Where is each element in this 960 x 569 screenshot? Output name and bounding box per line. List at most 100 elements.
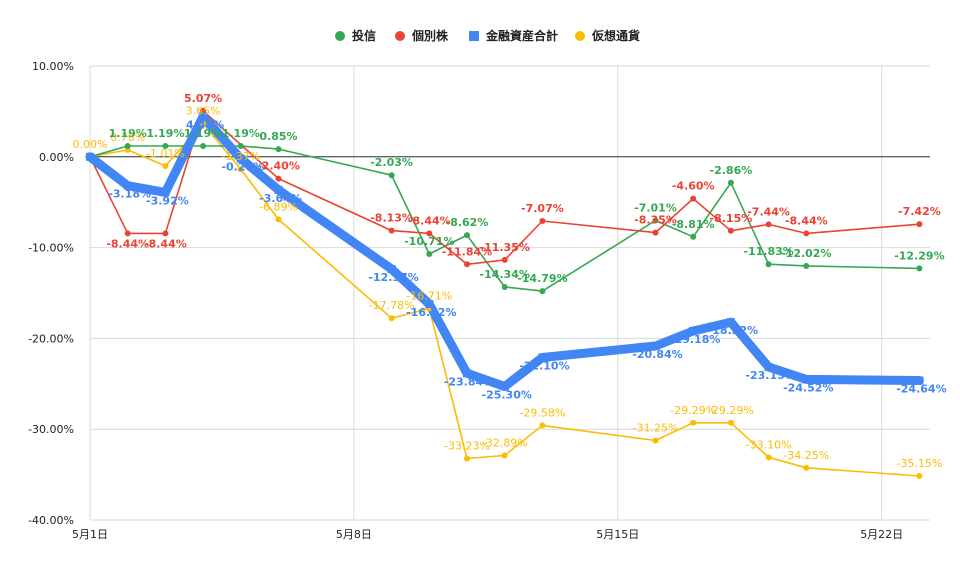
data-label: -19.18% [670, 333, 720, 346]
data-point[interactable] [727, 419, 734, 426]
data-label: -7.44% [747, 205, 790, 218]
data-point[interactable] [275, 216, 282, 223]
data-point[interactable] [539, 422, 546, 429]
data-label: 1.19% [146, 127, 184, 140]
data-point[interactable] [124, 230, 131, 237]
legend-item[interactable]: 金融資産合計 [469, 28, 558, 43]
data-label: -3.18% [108, 188, 151, 201]
x-tick-label: 5月1日 [72, 528, 108, 541]
data-point[interactable] [86, 152, 94, 161]
data-point[interactable] [236, 154, 245, 163]
data-point[interactable] [802, 375, 811, 384]
data-label: -25.30% [482, 389, 532, 402]
y-tick-label: 10.00% [32, 60, 74, 73]
data-point[interactable] [652, 217, 659, 224]
data-label: -23.15% [745, 369, 795, 382]
data-point[interactable] [765, 261, 772, 268]
legend-label: 個別株 [411, 28, 449, 43]
data-point[interactable] [388, 227, 395, 234]
data-point[interactable] [689, 326, 698, 335]
data-point[interactable] [501, 256, 508, 263]
data-label: -7.01% [634, 201, 677, 214]
data-point[interactable] [690, 419, 697, 426]
data-point[interactable] [803, 464, 810, 471]
data-point[interactable] [200, 120, 207, 127]
data-point[interactable] [652, 437, 659, 444]
legend-label: 仮想通貨 [591, 28, 640, 43]
data-label: -17.78% [369, 299, 415, 312]
data-point[interactable] [162, 142, 169, 149]
data-label: 1.19% [184, 127, 222, 140]
data-point[interactable] [727, 179, 734, 186]
data-point[interactable] [803, 262, 810, 269]
data-point[interactable] [690, 195, 697, 202]
data-point[interactable] [501, 452, 508, 459]
data-point[interactable] [237, 142, 244, 149]
data-label: -7.07% [521, 202, 564, 215]
data-point[interactable] [162, 230, 169, 237]
data-label: -8.44% [785, 214, 828, 227]
legend-item[interactable]: 投信 [335, 28, 376, 43]
legend[interactable]: 投信 個別株 金融資産合計 仮想通貨 [335, 28, 640, 43]
data-point[interactable] [727, 227, 734, 234]
data-point[interactable] [651, 342, 660, 351]
data-point[interactable] [162, 162, 169, 169]
data-label: 3.65% [186, 105, 221, 118]
data-point[interactable] [501, 284, 508, 291]
data-label: -24.52% [783, 381, 833, 394]
data-point[interactable] [199, 112, 208, 121]
legend-item[interactable]: 仮想通貨 [575, 28, 640, 43]
data-label: -8.81% [672, 218, 715, 231]
x-tick-label: 5月8日 [336, 528, 372, 541]
data-label: -7.42% [898, 205, 941, 218]
data-point[interactable] [464, 232, 470, 239]
data-point[interactable] [200, 107, 207, 114]
data-point[interactable] [275, 146, 282, 153]
series-line-1[interactable] [89, 110, 921, 266]
data-point[interactable] [463, 369, 471, 378]
data-point[interactable] [500, 382, 509, 391]
data-point[interactable] [388, 172, 395, 179]
data-point[interactable] [464, 261, 470, 268]
y-tick-label: -10.00% [28, 242, 74, 255]
data-label: -31.25% [633, 422, 679, 435]
data-point[interactable] [539, 288, 546, 295]
data-point[interactable] [803, 230, 810, 237]
data-point[interactable] [274, 185, 283, 194]
data-point[interactable] [426, 251, 433, 258]
data-point[interactable] [200, 142, 207, 149]
data-point[interactable] [652, 229, 659, 236]
data-label: -2.40% [257, 160, 300, 173]
data-point[interactable] [765, 221, 772, 228]
data-point[interactable] [124, 142, 131, 149]
data-point[interactable] [161, 188, 170, 197]
data-point[interactable] [916, 265, 923, 272]
data-point[interactable] [464, 455, 470, 462]
data-point[interactable] [426, 230, 433, 237]
data-point[interactable] [388, 315, 395, 322]
data-point[interactable] [764, 363, 773, 372]
y-tick-label: -20.00% [28, 332, 74, 345]
data-label: -11.35% [480, 241, 530, 254]
data-label: -14.34% [480, 268, 530, 281]
data-point[interactable] [387, 265, 396, 274]
data-point[interactable] [916, 221, 923, 228]
data-point[interactable] [765, 454, 772, 461]
data-point[interactable] [275, 175, 282, 182]
data-label: -2.86% [710, 164, 753, 177]
data-label: -10.71% [404, 235, 454, 248]
legend-label: 投信 [352, 28, 376, 43]
data-label: -2.03% [370, 156, 413, 169]
data-point[interactable] [425, 300, 434, 309]
data-point[interactable] [915, 376, 924, 385]
data-point[interactable] [690, 233, 697, 240]
data-point[interactable] [123, 181, 132, 190]
data-point[interactable] [539, 217, 546, 224]
data-point[interactable] [237, 166, 244, 173]
legend-swatch [335, 31, 345, 41]
data-point[interactable] [916, 472, 923, 479]
series-line-3[interactable] [89, 122, 921, 477]
data-point[interactable] [726, 318, 735, 327]
data-point[interactable] [538, 353, 547, 362]
legend-item[interactable]: 個別株 [395, 28, 449, 43]
